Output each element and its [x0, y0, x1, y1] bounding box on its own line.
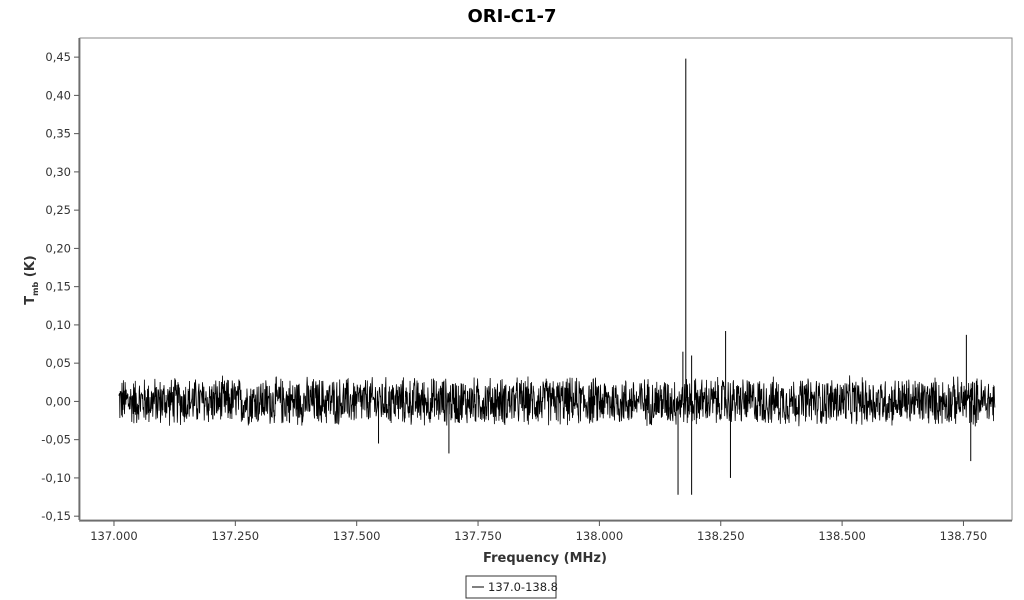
- y-tick-label: 0,45: [45, 50, 71, 64]
- legend-label: 137.0-138.8: [488, 580, 558, 594]
- x-tick-label: 138.500: [818, 529, 866, 543]
- x-tick-label: 138.000: [576, 529, 624, 543]
- legend: 137.0-138.8: [465, 575, 558, 599]
- x-tick-label: 137.250: [212, 529, 260, 543]
- x-axis-ticks: 137.000 137.250 137.500 137.750 138.000 138.2…: [90, 521, 987, 543]
- y-tick-label: 0,15: [45, 280, 71, 294]
- x-tick-label: 138.750: [940, 529, 988, 543]
- y-tick-label: 0,05: [45, 356, 71, 370]
- y-axis-label-sub: mb: [31, 282, 40, 296]
- series-peaks: [378, 58, 972, 495]
- x-axis-label: Frequency (MHz): [483, 551, 607, 566]
- y-tick-label: -0,15: [41, 509, 71, 523]
- y-tick-label: -0,10: [41, 471, 71, 485]
- x-tick-label: 137.500: [333, 529, 381, 543]
- y-axis-label-unit: (K): [23, 255, 38, 281]
- y-tick-label: -0,05: [41, 433, 71, 447]
- x-tick-label: 138.250: [697, 529, 745, 543]
- series-line-137.0-138.8: [118, 375, 996, 427]
- chart-title: ORI-C1-7: [467, 6, 556, 27]
- y-axis-label: Tmb (K): [23, 255, 40, 304]
- y-tick-label: 0,25: [45, 203, 71, 217]
- y-axis-label-main: T: [23, 296, 38, 305]
- y-tick-label: 0,00: [45, 394, 71, 408]
- y-tick-label: 0,35: [45, 127, 71, 141]
- y-tick-label: 0,10: [45, 318, 71, 332]
- y-axis-ticks: -0,15 -0,10 -0,05 0,00 0,05 0,10 0,15 0,20 0,25 0…: [41, 50, 79, 523]
- plot-frame: [79, 37, 1013, 521]
- x-tick-label: 137.750: [454, 529, 502, 543]
- x-tick-label: 137.000: [90, 529, 138, 543]
- y-tick-label: 0,40: [45, 88, 71, 102]
- plot-area: [118, 58, 996, 495]
- legend-box: [465, 575, 557, 599]
- y-tick-label: 0,20: [45, 241, 71, 255]
- y-tick-label: 0,30: [45, 165, 71, 179]
